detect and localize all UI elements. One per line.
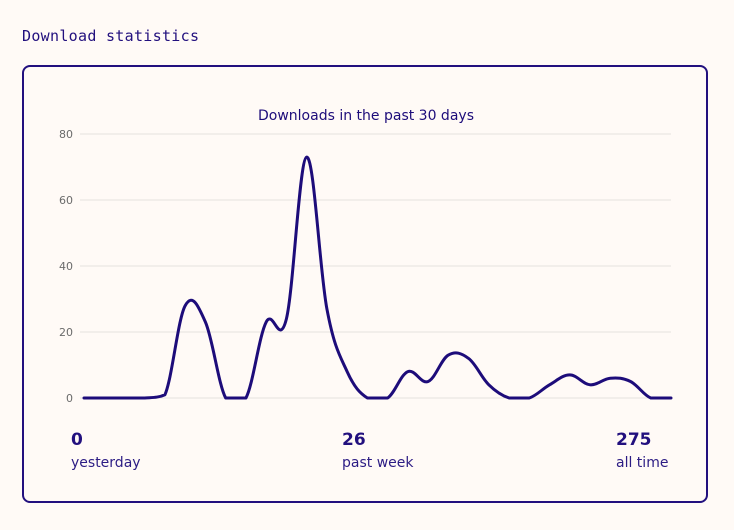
y-tick-label: 0 [66,392,73,405]
series-line-downloads [82,155,673,400]
section-title: Download statistics [22,27,200,45]
stat-yesterday-value: 0 [71,430,83,450]
y-tick-label: 60 [59,194,73,207]
stat-past-week-label: past week [342,455,414,471]
stat-yesterday: 0 yesterday [71,430,141,472]
stat-all-time-value: 275 [616,430,652,450]
y-tick-label: 80 [59,128,73,141]
stat-past-week-value: 26 [342,430,366,450]
chart-title: Downloads in the past 30 days [258,108,474,124]
y-tick-label: 40 [59,260,73,273]
stat-yesterday-label: yesterday [71,455,141,471]
stat-all-time-label: all time [616,455,669,471]
chart-card [22,65,708,503]
y-tick-label: 20 [59,326,73,339]
stat-past-week: 26 past week [342,430,413,472]
stat-all-time: 275 all time [616,430,668,472]
